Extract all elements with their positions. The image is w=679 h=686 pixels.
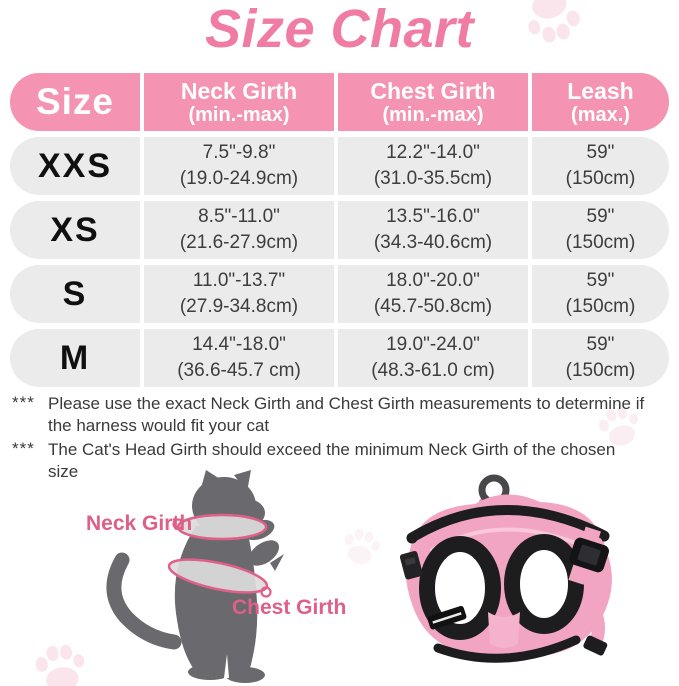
leash-cm: (150cm) [565,360,636,381]
chest-inches: 18.0"-20.0" [386,270,480,291]
chest-inches: 19.0"-24.0" [386,334,480,355]
harness-leg-opening-left [419,536,501,640]
table-row-m-leash: 59" (150cm) [532,329,669,387]
harness-image [399,474,612,663]
table-row-s-chest: 18.0"-20.0" (45.7-50.8cm) [338,265,528,323]
chest-girth-ellipse [167,558,269,594]
table-row-xxs-chest: 12.2"-14.0" (31.0-35.5cm) [338,137,528,195]
leash-cm: (150cm) [565,296,636,317]
footnote-text: The Cat's Head Girth should exceed the m… [48,440,616,481]
leash-inches: 59" [586,206,615,227]
size-value: M [59,338,91,377]
neck-inches: 14.4"-18.0" [192,334,286,355]
table-row-xs-chest: 13.5"-16.0" (34.3-40.6cm) [338,201,528,259]
table-row-s-size: S [10,265,140,323]
footnotes: *** Please use the exact Neck Girth and … [12,393,652,485]
header-leash-title: Leash [567,78,634,104]
neck-inches: 11.0"-13.7" [192,270,286,291]
size-table: Size Neck Girth (min.-max) Chest Girth (… [10,73,669,387]
harness-leg-opening-right [504,534,584,634]
neck-inches: 8.5"-11.0" [198,206,280,227]
neck-girth-band [178,515,266,539]
table-row-m-neck: 14.4"-18.0" (36.6-45.7 cm) [144,329,334,387]
harness-bottom-padding [433,635,581,663]
table-row-s-neck: 11.0"-13.7" (27.9-34.8cm) [144,265,334,323]
header-chest-girth: Chest Girth (min.-max) [338,73,528,131]
neck-girth-ellipse [176,513,268,541]
harness-top-padding [406,505,610,544]
leash-inches: 59" [586,270,615,291]
chest-girth-label: Chest Girth [232,596,347,619]
size-value: XS [50,210,100,249]
header-leash-sub: (max.) [571,104,630,126]
neck-cm: (19.0-24.9cm) [179,168,299,189]
chest-cm: (48.3-61.0 cm) [371,360,495,381]
neck-cm: (21.6-27.9cm) [179,232,299,253]
asterisk-marker: *** [12,393,35,412]
neck-cm: (36.6-45.7 cm) [177,360,301,381]
size-value: S [62,274,88,313]
leash-cm: (150cm) [565,168,636,189]
table-row-m-size: M [10,329,140,387]
header-size-label: Size [35,81,115,122]
cat-ear-left [201,470,220,488]
leash-inches: 59" [586,142,615,163]
table-row-xs-neck: 8.5"-11.0" (21.6-27.9cm) [144,201,334,259]
table-row-xs-size: XS [10,201,140,259]
chest-inches: 13.5"-16.0" [386,206,480,227]
table-row-xxs-neck: 7.5"-9.8" (19.0-24.9cm) [144,137,334,195]
cat-front-paw [248,540,280,566]
lower-strap [581,595,605,645]
chest-cm: (31.0-35.5cm) [373,168,493,189]
table-row-xxs-leash: 59" (150cm) [532,137,669,195]
chest-cm: (34.3-40.6cm) [373,232,493,253]
neck-cm: (27.9-34.8cm) [179,296,299,317]
neck-inches: 7.5"-9.8" [202,142,276,163]
neck-girth-label: Neck Girth [86,512,193,535]
header-neck-girth: Neck Girth (min.-max) [144,73,334,131]
footnote-measure-exact: *** Please use the exact Neck Girth and … [12,393,652,437]
cat-tail [106,552,182,650]
cat-silhouette-illustration [106,470,284,683]
asterisk-marker: *** [12,439,35,458]
page-title: Size Chart [204,0,475,59]
chest-cm: (45.7-50.8cm) [373,296,493,317]
cat-measurement-diagram: Neck Girth Chest Girth [60,470,347,686]
chest-inches: 12.2"-14.0" [386,142,480,163]
header-neck-title: Neck Girth [180,78,298,104]
footnote-head-girth: *** The Cat's Head Girth should exceed t… [12,439,652,483]
header-chest-sub: (min.-max) [382,104,484,126]
header-neck-sub: (min.-max) [188,104,290,126]
header-leash: Leash (max.) [532,73,669,131]
strap-adjuster [399,551,423,580]
table-row-xs-leash: 59" (150cm) [532,201,669,259]
footnote-text: Please use the exact Neck Girth and Ches… [48,394,645,435]
table-row-s-leash: 59" (150cm) [532,265,669,323]
chest-girth-band [169,559,267,593]
header-chest-title: Chest Girth [370,78,496,104]
size-value: XXS [37,146,113,185]
header-size: Size [10,73,140,131]
table-row-m-chest: 19.0"-24.0" (48.3-61.0 cm) [338,329,528,387]
harness-product-photo [350,468,660,686]
strap-slide [583,635,608,656]
leash-inches: 59" [586,334,615,355]
table-row-xxs-size: XXS [10,137,140,195]
cat-ear-right [234,470,251,492]
leash-cm: (150cm) [565,232,636,253]
